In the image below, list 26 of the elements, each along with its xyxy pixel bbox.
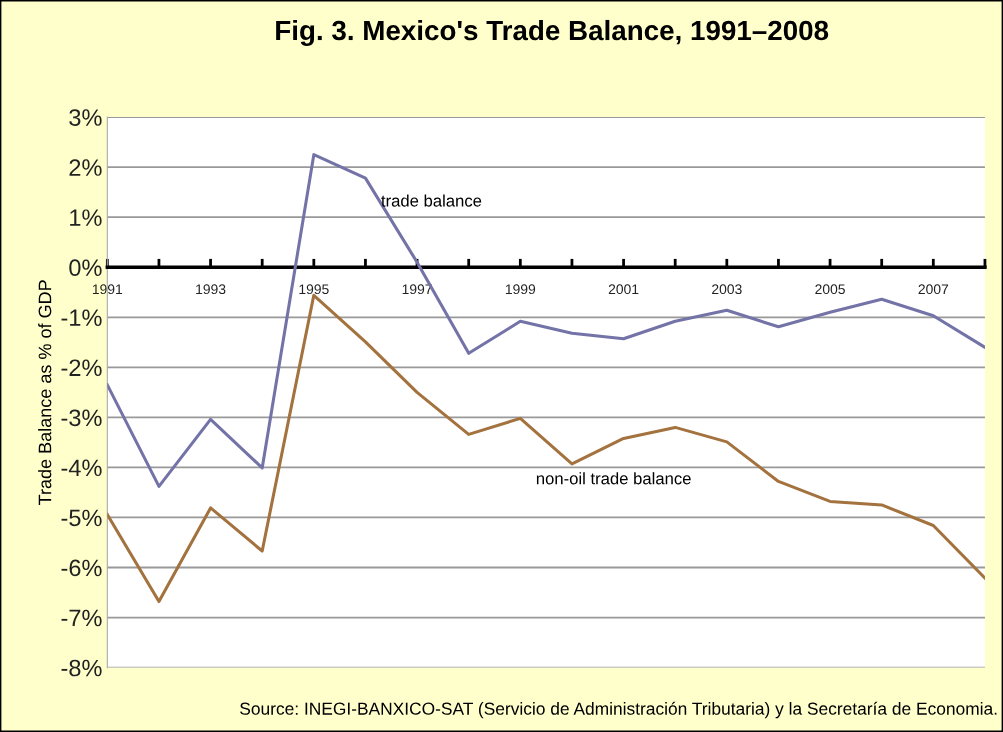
y-tick-label: 0% [69,259,102,277]
y-tick-label: 1% [70,209,102,226]
x-tick-label: 2001 [608,284,639,295]
x-tick-label: 1995 [299,284,329,295]
y-tick-label: -2% [61,359,102,377]
y-tick-label: -7% [61,609,102,627]
x-tick-label: 2007 [918,284,949,295]
x-tick-label: 2003 [712,284,742,295]
y-tick-label: -8% [61,659,102,677]
line-series [107,293,985,604]
y-tick-label: -5% [61,509,102,527]
x-tick-label: 1999 [505,284,536,295]
x-tick-label: 1993 [196,284,226,295]
y-axis-title: Trade Balance as % of GDP [38,280,52,505]
source-note: Source: INEGI-BANXICO-SAT (Servicio de Administración Tributaria) y la Secretaría de Economia. [240,701,997,719]
y-tick-label: -3% [61,409,102,427]
y-tick-label: -1% [61,309,102,326]
y-tick-label: -6% [61,559,102,577]
x-tick-label: 1991 [92,284,123,295]
x-tick-label: 2005 [815,284,845,295]
series-label: non-oil trade balance [536,472,691,485]
y-tick-label: 2% [69,159,102,176]
y-tick-label: -4% [61,459,102,477]
chart-title: Fig. 3. Mexico's Trade Balance, 1991–2008 [276,19,829,46]
y-tick-label: 3% [69,109,102,126]
series-label: trade balance [381,194,482,207]
